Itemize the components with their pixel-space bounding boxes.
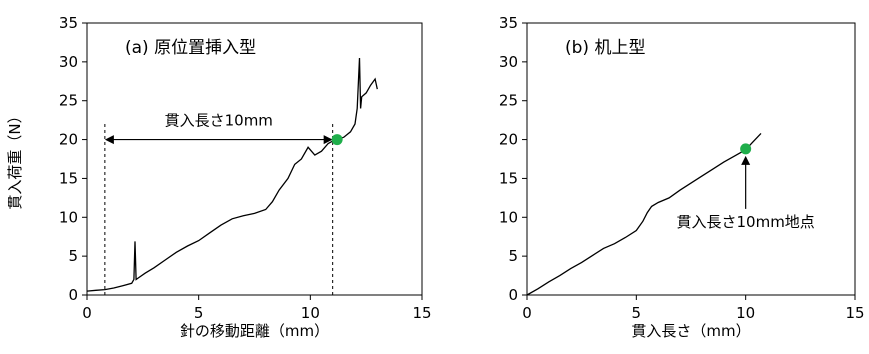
- panel-a-series-line: [86, 57, 378, 292]
- panel-a-marker-point: [331, 134, 343, 146]
- x-tick-label: 10: [301, 304, 320, 322]
- panel-a: 0 5 10 15 20 25 30 35 0 5 10 15 貫入長さ10mm (a) 原位置挿入…: [6, 14, 432, 340]
- x-tick-label: 0: [522, 304, 532, 322]
- x-tick-label: 15: [412, 304, 431, 322]
- y-tick-label: 15: [499, 169, 518, 187]
- panel-a-span-arrow: [104, 135, 333, 145]
- y-tick-label: 10: [499, 208, 518, 226]
- y-tick-label: 30: [59, 53, 78, 71]
- x-tick-label: 5: [194, 304, 204, 322]
- x-tick-label: 5: [632, 304, 642, 322]
- panel-a-x-ticks: 0 5 10 15: [82, 295, 432, 322]
- panel-b-point-label: 貫入長さ10mm地点: [677, 213, 815, 231]
- panel-a-y-ticks: 0 5 10 15 20 25 30 35: [59, 14, 87, 304]
- panel-a-title: (a) 原位置挿入型: [125, 38, 256, 58]
- y-tick-label: 10: [59, 208, 78, 226]
- x-tick-label: 10: [736, 304, 755, 322]
- panel-b-x-ticks: 0 5 10 15: [522, 295, 865, 322]
- y-tick-label: 0: [508, 286, 518, 304]
- x-tick-label: 0: [82, 304, 92, 322]
- panel-b-title: (b) 机上型: [565, 38, 645, 58]
- y-tick-label: 20: [59, 131, 78, 149]
- panel-b-series-line: [526, 132, 762, 296]
- span-arrow-head-left: [104, 135, 114, 145]
- y-tick-label: 5: [68, 247, 78, 265]
- panel-a-span-label: 貫入長さ10mm: [165, 112, 273, 130]
- panel-a-dashed-guides: [104, 124, 334, 295]
- panel-a-plot-frame: [86, 22, 423, 296]
- y-tick-label: 20: [499, 131, 518, 149]
- y-tick-label: 25: [59, 92, 78, 110]
- panel-a-y-axis-label: 貫入荷重（N）: [6, 108, 24, 209]
- y-tick-label: 25: [499, 92, 518, 110]
- y-tick-label: 35: [59, 14, 78, 32]
- y-tick-label: 30: [499, 53, 518, 71]
- panel-b-point-arrow: [741, 155, 751, 209]
- panel-b-marker-point: [740, 143, 752, 155]
- panel-b: 0 5 10 15 20 25 30 35 0 5 10 15 貫入長さ10mm地点 (b) 机上型…: [499, 14, 865, 340]
- point-arrow-head: [741, 155, 751, 165]
- y-tick-label: 5: [508, 247, 518, 265]
- y-tick-label: 0: [68, 286, 78, 304]
- span-arrow-head-right: [323, 135, 333, 145]
- panel-b-plot-frame: [526, 22, 856, 296]
- y-tick-label: 15: [59, 169, 78, 187]
- y-tick-label: 35: [499, 14, 518, 32]
- panel-b-y-ticks: 0 5 10 15 20 25 30 35: [499, 14, 527, 304]
- x-tick-label: 15: [845, 304, 864, 322]
- panel-a-x-axis-label: 針の移動距離（mm）: [180, 322, 329, 340]
- panel-b-x-axis-label: 貫入長さ（mm）: [631, 322, 750, 340]
